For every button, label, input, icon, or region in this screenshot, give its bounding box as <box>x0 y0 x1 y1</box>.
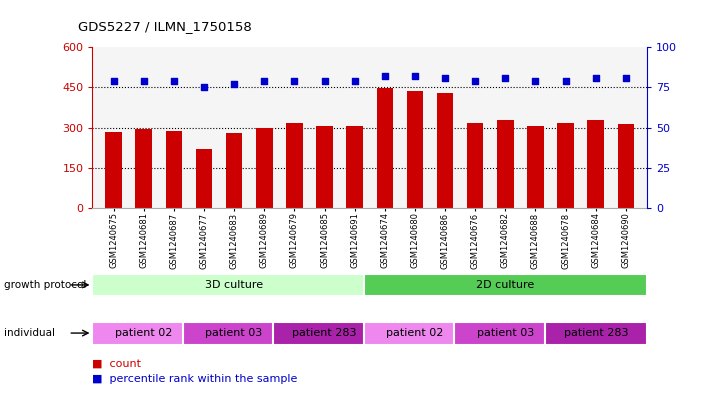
Point <box>410 73 421 79</box>
Point <box>319 78 330 84</box>
Bar <box>135 129 152 208</box>
Bar <box>316 127 333 208</box>
Point <box>620 75 631 81</box>
Bar <box>273 321 375 345</box>
Text: patient 283: patient 283 <box>564 328 628 338</box>
Bar <box>166 131 182 208</box>
Text: 2D culture: 2D culture <box>476 280 535 290</box>
Text: GDS5227 / ILMN_1750158: GDS5227 / ILMN_1750158 <box>78 20 252 33</box>
Point <box>349 78 360 84</box>
Bar <box>196 149 213 208</box>
Point <box>439 75 451 81</box>
Point <box>108 78 119 84</box>
Bar <box>364 321 466 345</box>
Bar <box>467 123 483 208</box>
Point <box>379 73 390 79</box>
Text: patient 02: patient 02 <box>115 328 172 338</box>
Text: 3D culture: 3D culture <box>205 280 263 290</box>
Text: growth protocol: growth protocol <box>4 280 86 290</box>
Text: ■  count: ■ count <box>92 358 141 369</box>
Bar <box>527 126 544 208</box>
Bar <box>183 321 285 345</box>
Point <box>168 78 179 84</box>
Bar <box>346 126 363 208</box>
Bar <box>454 321 557 345</box>
Bar <box>105 132 122 208</box>
Bar <box>545 321 647 345</box>
Point <box>500 75 511 81</box>
Point <box>138 78 149 84</box>
Text: patient 03: patient 03 <box>205 328 262 338</box>
Text: patient 03: patient 03 <box>477 328 534 338</box>
Bar <box>437 93 454 208</box>
Bar <box>377 88 393 208</box>
Bar <box>226 133 242 208</box>
Text: individual: individual <box>4 328 55 338</box>
Bar <box>407 91 423 208</box>
Point <box>590 75 602 81</box>
Bar <box>557 123 574 208</box>
Point <box>469 78 481 84</box>
Bar <box>618 124 634 208</box>
Bar <box>286 123 303 208</box>
Text: patient 283: patient 283 <box>292 328 357 338</box>
Point <box>289 78 300 84</box>
Bar <box>92 321 195 345</box>
Bar <box>92 274 375 296</box>
Bar <box>587 120 604 208</box>
Point <box>530 78 541 84</box>
Bar <box>364 274 647 296</box>
Point <box>228 81 240 87</box>
Bar <box>256 128 272 208</box>
Bar <box>497 120 513 208</box>
Point <box>560 78 572 84</box>
Point <box>198 84 210 90</box>
Point <box>259 78 270 84</box>
Text: ■  percentile rank within the sample: ■ percentile rank within the sample <box>92 374 298 384</box>
Text: patient 02: patient 02 <box>386 328 444 338</box>
